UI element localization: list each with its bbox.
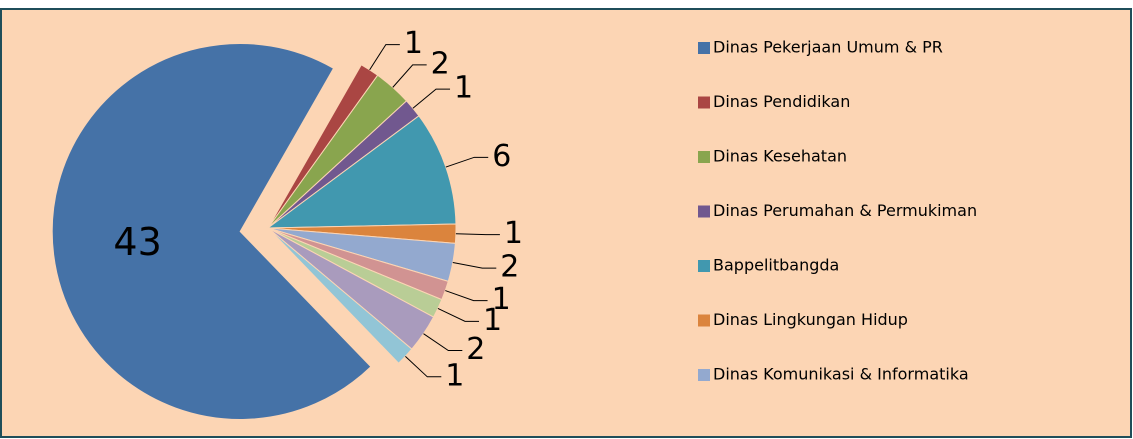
leader-line	[369, 44, 400, 71]
leader-line	[452, 262, 497, 269]
pie-slice	[266, 115, 457, 229]
legend-label: Dinas Pendidikan	[713, 92, 850, 111]
data-label: 1	[492, 282, 511, 317]
data-label: 2	[431, 46, 450, 81]
data-label: 1	[445, 358, 464, 393]
leader-line	[405, 355, 442, 378]
legend-swatch	[698, 205, 710, 218]
leader-line	[437, 308, 480, 322]
legend-label: Dinas Perumahan & Permukiman	[713, 201, 977, 220]
data-label: 1	[504, 216, 523, 251]
leader-line	[412, 88, 451, 109]
leader-line	[423, 333, 463, 352]
legend-swatch	[698, 151, 710, 163]
legend-swatch	[698, 42, 710, 54]
pie-slice	[51, 43, 372, 420]
legend: Dinas Pekerjaan Umum & PR Dinas Pendidika…	[698, 38, 977, 384]
leader-line	[445, 290, 488, 302]
leader-line	[445, 156, 489, 168]
data-label: 2	[500, 250, 519, 285]
data-label: 2	[466, 332, 485, 367]
leader-line	[392, 64, 427, 88]
data-label: 1	[404, 26, 423, 61]
legend-label: Dinas Pekerjaan Umum & PR	[713, 38, 943, 57]
data-label: 43	[113, 220, 161, 264]
legend-swatch	[698, 260, 710, 272]
legend-label: Dinas Kesehatan	[713, 147, 847, 166]
legend-swatch	[698, 314, 710, 327]
leader-line	[455, 233, 500, 236]
legend-swatch	[698, 369, 710, 381]
legend-label: Dinas Lingkungan Hidup	[713, 310, 908, 329]
data-label: 1	[483, 303, 502, 338]
data-label: 6	[492, 139, 511, 174]
legend-label: Dinas Komunikasi & Informatika	[713, 365, 969, 384]
legend-label: Bappelitbangda	[713, 256, 839, 275]
data-label: 1	[454, 71, 473, 106]
legend-swatch	[698, 96, 710, 109]
